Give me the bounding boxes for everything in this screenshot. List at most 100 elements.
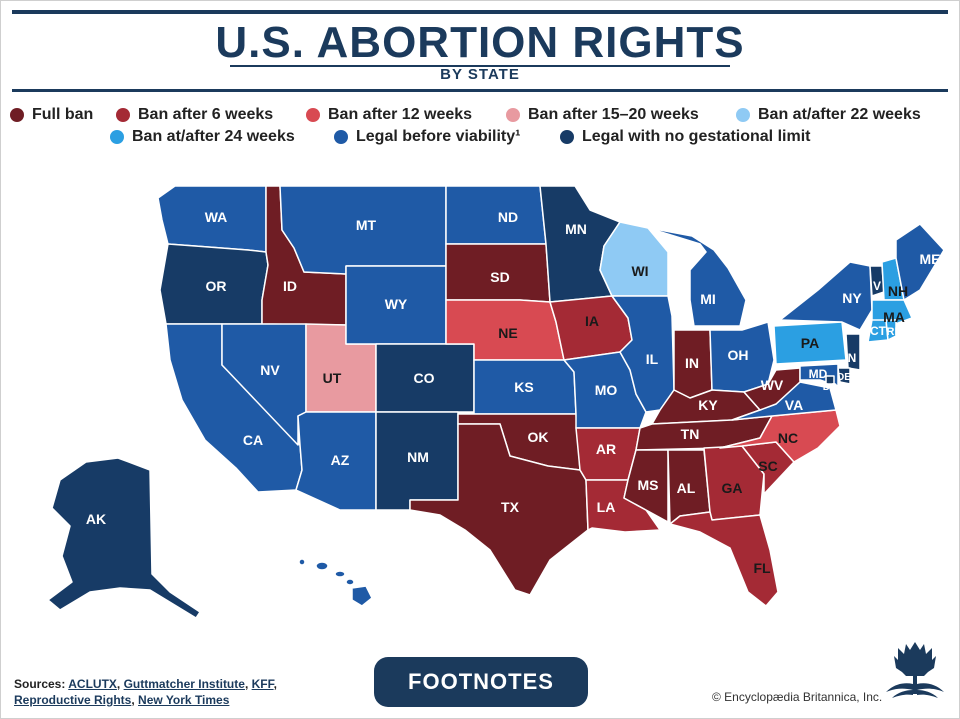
source-link-reproductive-rights[interactable]: Reproductive Rights (14, 693, 132, 707)
label-ia: IA (585, 313, 599, 329)
sources-line-1: Sources: ACLUTX, Guttmatcher Institute, … (14, 677, 277, 691)
state-nd[interactable] (445, 185, 547, 245)
legend-swatch (506, 108, 520, 122)
state-me[interactable] (895, 223, 945, 301)
state-ri[interactable] (885, 319, 897, 341)
label-nm: NM (407, 449, 429, 465)
state-hi[interactable] (298, 558, 373, 607)
sources-note: Sources: ACLUTX, Guttmatcher Institute, … (14, 676, 277, 708)
label-ar: AR (596, 441, 616, 457)
label-pa: PA (801, 335, 819, 351)
state-pa[interactable] (773, 321, 847, 365)
label-nh: NH (888, 283, 908, 299)
legend-item-legal-no-limit: Legal with no gestational limit (560, 128, 810, 146)
source-link-kff[interactable]: KFF (251, 677, 274, 691)
label-mo: MO (595, 382, 618, 398)
source-link-aclutx[interactable]: ACLUTX (68, 677, 117, 691)
label-ok: OK (528, 429, 549, 445)
legend-label: Ban after 6 weeks (138, 106, 274, 123)
legend-label: Legal before viability¹ (356, 128, 521, 145)
state-ak[interactable] (47, 457, 201, 619)
label-in: IN (685, 355, 699, 371)
label-ct: CT (870, 324, 887, 338)
label-me: ME (920, 251, 941, 267)
legend-label: Ban after 15–20 weeks (528, 106, 699, 123)
label-ri: RI (887, 326, 898, 338)
sources-prefix: Sources: (14, 677, 66, 691)
legend-label: Ban at/after 22 weeks (758, 106, 921, 123)
legend-label: Ban after 12 weeks (328, 106, 473, 123)
label-fl: FL (753, 560, 771, 576)
state-de[interactable] (837, 367, 851, 385)
legend-item-ban-22-weeks: Ban at/after 22 weeks (736, 106, 921, 124)
legend-item-ban-15-20-weeks: Ban after 15–20 weeks (506, 106, 699, 124)
page-title: U.S. ABORTION RIGHTS (215, 18, 745, 67)
label-nc: NC (778, 430, 798, 446)
label-il: IL (646, 351, 659, 367)
state-dc[interactable] (825, 375, 835, 385)
legend-swatch (110, 130, 124, 144)
legend-item-ban-24-weeks: Ban at/after 24 weeks (110, 128, 295, 146)
footnotes-button[interactable]: FOOTNOTES (374, 657, 588, 707)
legend-swatch (306, 108, 320, 122)
label-nd: ND (498, 209, 518, 225)
label-ca: CA (243, 432, 263, 448)
label-ut: UT (323, 370, 342, 386)
label-vt: V (873, 279, 881, 293)
label-ma: MA (883, 309, 905, 325)
label-nv: NV (260, 362, 280, 378)
label-mi: MI (700, 291, 716, 307)
label-tn: TN (681, 426, 700, 442)
source-link-guttmatcher[interactable]: Guttmatcher Institute (123, 677, 245, 691)
top-rule (12, 10, 948, 14)
state-tx[interactable] (409, 423, 589, 596)
state-mi[interactable] (647, 227, 747, 327)
source-link-nyt[interactable]: New York Times (138, 693, 230, 707)
legend-label: Full ban (32, 106, 94, 123)
sources-line-2: Reproductive Rights, New York Times (14, 693, 230, 707)
label-wy: WY (385, 296, 408, 312)
title-underline (230, 65, 730, 67)
label-ak: AK (86, 511, 106, 527)
legend-swatch (736, 108, 750, 122)
label-ne: NE (498, 325, 517, 341)
label-la: LA (597, 499, 616, 515)
state-nj[interactable] (845, 333, 861, 371)
legend-swatch (10, 108, 24, 122)
label-ky: KY (698, 397, 718, 413)
label-ms: MS (638, 477, 659, 493)
label-co: CO (414, 370, 435, 386)
label-id: ID (283, 278, 297, 294)
label-az: AZ (331, 452, 350, 468)
label-wa: WA (205, 209, 228, 225)
label-mn: MN (565, 221, 587, 237)
legend-item-legal-before-viability: Legal before viability¹ (334, 128, 520, 146)
label-va: VA (785, 397, 803, 413)
label-wi: WI (631, 263, 648, 279)
label-ga: GA (722, 480, 743, 496)
legend-label: Ban at/after 24 weeks (132, 128, 295, 145)
page-subtitle: BY STATE (440, 66, 520, 83)
subtitle-rule (12, 89, 948, 92)
label-dc: DC (823, 382, 837, 393)
state-fl[interactable] (669, 511, 779, 607)
label-sc: SC (758, 458, 777, 474)
copyright-notice: © Encyclopædia Britannica, Inc. (712, 690, 883, 704)
state-il[interactable] (611, 295, 675, 413)
state-nc[interactable] (719, 409, 841, 463)
label-sd: SD (490, 269, 509, 285)
label-al: AL (677, 480, 696, 496)
legend-item-ban-12-weeks: Ban after 12 weeks (306, 106, 472, 124)
label-or: OR (206, 278, 227, 294)
label-nj: N (848, 351, 857, 365)
label-md: MD (809, 367, 828, 381)
legend-item-full-ban: Full ban (10, 106, 93, 124)
legend-item-ban-6-weeks: Ban after 6 weeks (116, 106, 273, 124)
label-mt: MT (356, 217, 377, 233)
thistle-icon (886, 642, 944, 698)
legend-label: Legal with no gestational limit (582, 128, 811, 145)
label-ny: NY (842, 290, 862, 306)
label-tx: TX (501, 499, 520, 515)
state-wi[interactable] (599, 221, 669, 297)
